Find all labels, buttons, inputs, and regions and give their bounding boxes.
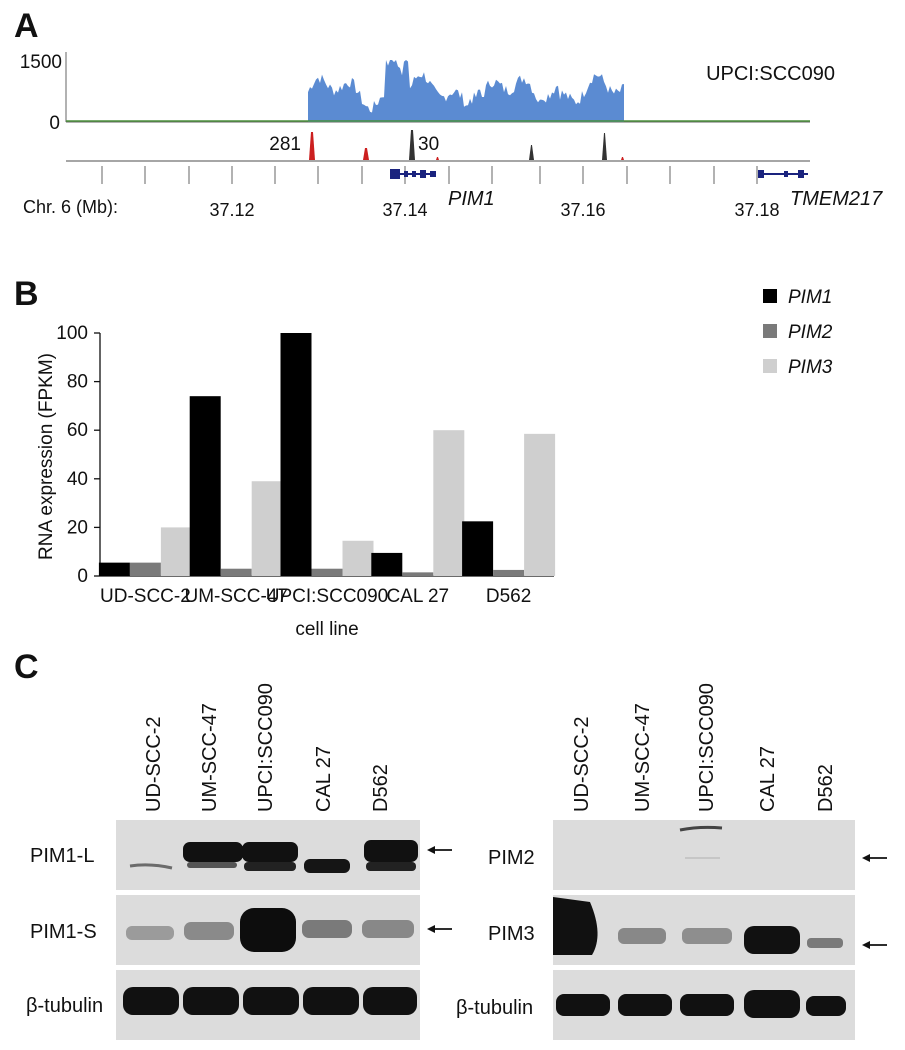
lane-label-left-1: UD-SCC-2	[143, 716, 165, 812]
lane-label-right-1: UD-SCC-2	[571, 716, 593, 812]
chart-legend: PIM1 PIM2 PIM3	[763, 287, 833, 378]
bar-pim2-2	[311, 568, 343, 576]
y-tick-label: 40	[67, 469, 88, 490]
mb-tick-1: 37.12	[209, 200, 254, 220]
bar-pim2-4	[493, 569, 525, 576]
right-lane-labels: UD-SCC-2 UM-SCC-47 UPCI:SCC090 CAL 27 D5…	[571, 683, 837, 812]
bar-pim1-4	[462, 521, 494, 576]
mb-tick-4: 37.18	[734, 200, 779, 220]
x-tick-label: UD-SCC-2	[100, 586, 191, 607]
x-tick-label: UM-SCC-47	[184, 586, 287, 607]
red-peak-4	[621, 157, 624, 160]
row-label-pim1-l: PIM1-L	[30, 845, 94, 867]
bar-pim3-2	[342, 540, 374, 576]
bar-pim1-0	[98, 562, 130, 576]
pim1-gene-model	[390, 169, 436, 179]
gray-peak-3	[602, 133, 607, 160]
gray-peak-1	[409, 130, 415, 160]
row-label-pim2: PIM2	[488, 847, 535, 869]
panel-b-letter: B	[14, 275, 39, 313]
y-tick-label: 60	[67, 420, 88, 441]
y-tick-label: 20	[67, 517, 88, 538]
legend-label-pim2: PIM2	[788, 322, 833, 343]
x-tick-label: D562	[486, 586, 531, 607]
lane-label-left-4: CAL 27	[313, 746, 335, 812]
arrow-icon-pim3	[862, 941, 887, 949]
band-arrows	[427, 846, 887, 949]
bar-pim1-2	[280, 333, 312, 576]
sample-label: UPCI:SCC090	[706, 63, 835, 85]
blot-pim1-s	[116, 895, 420, 965]
legend-swatch-pim2	[763, 324, 777, 338]
lane-label-left-5: D562	[370, 764, 392, 812]
mb-ruler	[101, 166, 758, 184]
row-label-pim3: PIM3	[488, 923, 535, 945]
y-tick-label: 80	[67, 372, 88, 393]
y-tick-label: 100	[56, 323, 88, 344]
legend-swatch-pim3	[763, 359, 777, 373]
red-peak-3	[436, 157, 439, 160]
coverage-track	[308, 60, 624, 122]
arrow-icon-pim2	[862, 854, 887, 862]
blot-pim3	[553, 895, 855, 965]
bar-pim1-1	[189, 396, 221, 576]
lane-label-left-3: UPCI:SCC090	[255, 683, 277, 812]
bar-pim3-4	[524, 433, 556, 576]
legend-label-pim1: PIM1	[788, 287, 832, 308]
rna-expression-chart: 0 20 40 60 80 100 RNA expression (FPKM) UD-SCC-…	[36, 323, 556, 640]
bar-pim2-0	[129, 562, 161, 576]
bar-pim3-3	[433, 430, 465, 576]
red-peak-1	[309, 132, 315, 160]
bar-pim1-3	[371, 552, 403, 576]
panel-a-letter: A	[14, 7, 39, 45]
blot-beta-tubulin-left	[116, 970, 420, 1040]
x-tick-label: CAL 27	[386, 586, 449, 607]
chromosome-label: Chr. 6 (Mb):	[23, 197, 118, 217]
bar-pim3-0	[160, 527, 192, 576]
lane-label-right-2: UM-SCC-47	[632, 703, 654, 812]
red-peak-2	[363, 148, 369, 160]
tmem217-gene-model	[758, 170, 808, 178]
y-tick-label: 0	[77, 566, 88, 587]
panel-a: A 1500 0 UPCI:SCC090 281 30	[14, 7, 883, 220]
legend-label-pim3: PIM3	[788, 357, 833, 378]
row-label-pim1-s: PIM1-S	[30, 921, 97, 943]
left-lane-labels: UD-SCC-2 UM-SCC-47 UPCI:SCC090 CAL 27 D5…	[143, 683, 392, 812]
lane-label-right-5: D562	[815, 764, 837, 812]
gene-label-pim1: PIM1	[448, 188, 495, 210]
x-axis-label: cell line	[295, 619, 358, 640]
junction-count-30: 30	[418, 134, 439, 155]
mb-tick-2: 37.14	[382, 200, 427, 220]
coverage-ymax-label: 1500	[20, 52, 62, 73]
arrow-icon-pim1-l	[427, 846, 452, 854]
x-tick-label: UPCI:SCC090	[266, 586, 389, 607]
panel-c-letter: C	[14, 648, 39, 686]
junction-peaks	[309, 130, 624, 160]
mb-tick-3: 37.16	[560, 200, 605, 220]
bar-pim2-1	[220, 568, 252, 576]
row-label-beta-tubulin-right: β-tubulin	[456, 997, 533, 1019]
gene-label-tmem217: TMEM217	[790, 188, 883, 210]
blot-pim2	[553, 820, 855, 890]
blot-pim1-l	[116, 820, 420, 890]
legend-swatch-pim1	[763, 289, 777, 303]
bar-pim3-1	[251, 481, 283, 576]
row-label-beta-tubulin-left: β-tubulin	[26, 995, 103, 1017]
blot-beta-tubulin-right	[553, 970, 855, 1040]
lane-label-left-2: UM-SCC-47	[199, 703, 221, 812]
junction-count-281: 281	[269, 134, 301, 155]
bar-pim2-3	[402, 572, 434, 576]
y-axis-label: RNA expression (FPKM)	[36, 353, 57, 560]
panel-b: B 0 20 40 60 80 100 RNA expression (FPKM) UD-SC…	[14, 275, 833, 640]
panel-c: C UD-SCC-2 UM-SCC-47 UPCI:SCC090 CAL 27 …	[14, 648, 887, 1040]
arrow-icon-pim1-s	[427, 925, 452, 933]
coverage-ymin-label: 0	[49, 113, 60, 134]
lane-label-right-3: UPCI:SCC090	[696, 683, 718, 812]
lane-label-right-4: CAL 27	[757, 746, 779, 812]
gray-peak-2	[529, 145, 534, 160]
